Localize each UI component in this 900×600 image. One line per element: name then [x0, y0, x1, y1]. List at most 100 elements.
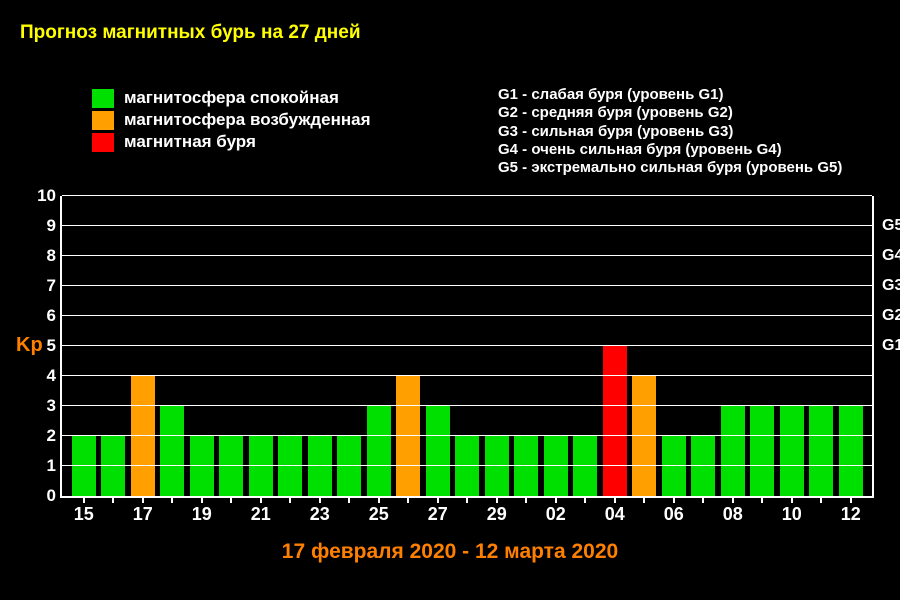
- bar-slot: 23: [305, 196, 335, 496]
- x-tick-label: 15: [74, 496, 94, 525]
- bar: [101, 436, 125, 496]
- bar-slot: [571, 196, 601, 496]
- x-tick-label: 02: [546, 496, 566, 525]
- bar-slot: 12: [836, 196, 866, 496]
- x-tick: [525, 496, 527, 503]
- bar: [131, 376, 155, 496]
- y-tick-label: 6: [47, 306, 62, 326]
- bar-slot: [689, 196, 719, 496]
- x-tick: [761, 496, 763, 503]
- bar-slot: 02: [541, 196, 571, 496]
- legend-g-line: G5 - экстремально сильная буря (уровень …: [498, 159, 842, 177]
- x-tick: [112, 496, 114, 503]
- x-tick: [230, 496, 232, 503]
- grid-line: [62, 465, 872, 466]
- bar: [573, 436, 597, 496]
- legend-g-line: G1 - слабая буря (уровень G1): [498, 86, 842, 104]
- bar: [632, 376, 656, 496]
- x-tick: [584, 496, 586, 503]
- x-tick-label: 29: [487, 496, 507, 525]
- bar-slot: 04: [600, 196, 630, 496]
- bar: [367, 406, 391, 496]
- legend-colors: магнитосфера спокойнаямагнитосфера возбу…: [92, 88, 371, 154]
- bar-slot: 25: [364, 196, 394, 496]
- bar: [662, 436, 686, 496]
- bar-slot: [217, 196, 247, 496]
- bar-slot: [512, 196, 542, 496]
- grid-line: [62, 225, 872, 226]
- legend-row: магнитная буря: [92, 132, 371, 152]
- legend-g-scale: G1 - слабая буря (уровень G1)G2 - средня…: [498, 86, 842, 177]
- grid-line: [62, 345, 872, 346]
- bar: [485, 436, 509, 496]
- bar-slot: [335, 196, 365, 496]
- x-tick: [407, 496, 409, 503]
- bar: [809, 406, 833, 496]
- bar-slot: 17: [128, 196, 158, 496]
- y-tick-label: 2: [47, 426, 62, 446]
- legend-g-line: G2 - средняя буря (уровень G2): [498, 104, 842, 122]
- grid-line: [62, 405, 872, 406]
- bar: [544, 436, 568, 496]
- legend-label: магнитосфера возбужденная: [124, 110, 371, 130]
- bar: [839, 406, 863, 496]
- bar: [721, 406, 745, 496]
- chart-container: Прогноз магнитных бурь на 27 дней магнит…: [0, 0, 900, 600]
- bar: [249, 436, 273, 496]
- x-tick-label: 19: [192, 496, 212, 525]
- bar-slot: 08: [718, 196, 748, 496]
- y-tick-label: 0: [47, 486, 62, 506]
- y-tick-label: 1: [47, 456, 62, 476]
- bar: [190, 436, 214, 496]
- x-tick-label: 08: [723, 496, 743, 525]
- bar: [750, 406, 774, 496]
- grid-line: [62, 435, 872, 436]
- bar: [514, 436, 538, 496]
- legend-row: магнитосфера возбужденная: [92, 110, 371, 130]
- bar-slot: [807, 196, 837, 496]
- g-scale-label: G4: [872, 247, 900, 265]
- bar-slot: 27: [423, 196, 453, 496]
- x-tick: [289, 496, 291, 503]
- bar-slot: [99, 196, 129, 496]
- chart-title: Прогноз магнитных бурь на 27 дней: [20, 22, 361, 44]
- x-tick: [171, 496, 173, 503]
- bar-slot: 29: [482, 196, 512, 496]
- y-tick-label: 8: [47, 246, 62, 266]
- y-axis-label: Kp: [16, 334, 43, 357]
- x-tick-label: 21: [251, 496, 271, 525]
- legend-swatch: [92, 133, 114, 152]
- x-tick-label: 27: [428, 496, 448, 525]
- x-tick-label: 10: [782, 496, 802, 525]
- x-tick: [820, 496, 822, 503]
- bar-slot: [276, 196, 306, 496]
- legend-g-line: G4 - очень сильная буря (уровень G4): [498, 141, 842, 159]
- bar-slot: 10: [777, 196, 807, 496]
- g-scale-label: G2: [872, 307, 900, 325]
- bar: [160, 406, 184, 496]
- date-range-label: 17 февраля 2020 - 12 марта 2020: [0, 540, 900, 564]
- grid-line: [62, 285, 872, 286]
- y-tick-label: 10: [37, 186, 62, 206]
- x-tick-label: 23: [310, 496, 330, 525]
- bar-slot: 21: [246, 196, 276, 496]
- bars-group: 1517192123252729020406081012: [62, 196, 872, 496]
- chart-area: 1517192123252729020406081012 01234567891…: [60, 196, 870, 496]
- x-tick: [466, 496, 468, 503]
- bar: [396, 376, 420, 496]
- plot-area: 1517192123252729020406081012 01234567891…: [60, 196, 874, 498]
- y-tick-label: 9: [47, 216, 62, 236]
- bar: [691, 436, 715, 496]
- grid-line: [62, 255, 872, 256]
- y-tick-label: 5: [47, 336, 62, 356]
- bar-slot: 06: [659, 196, 689, 496]
- x-tick-label: 06: [664, 496, 684, 525]
- bar: [72, 436, 96, 496]
- bar-slot: [158, 196, 188, 496]
- g-scale-label: G1: [872, 337, 900, 355]
- g-scale-label: G3: [872, 277, 900, 295]
- bar: [278, 436, 302, 496]
- legend-label: магнитосфера спокойная: [124, 88, 339, 108]
- bar-slot: [630, 196, 660, 496]
- bar: [780, 406, 804, 496]
